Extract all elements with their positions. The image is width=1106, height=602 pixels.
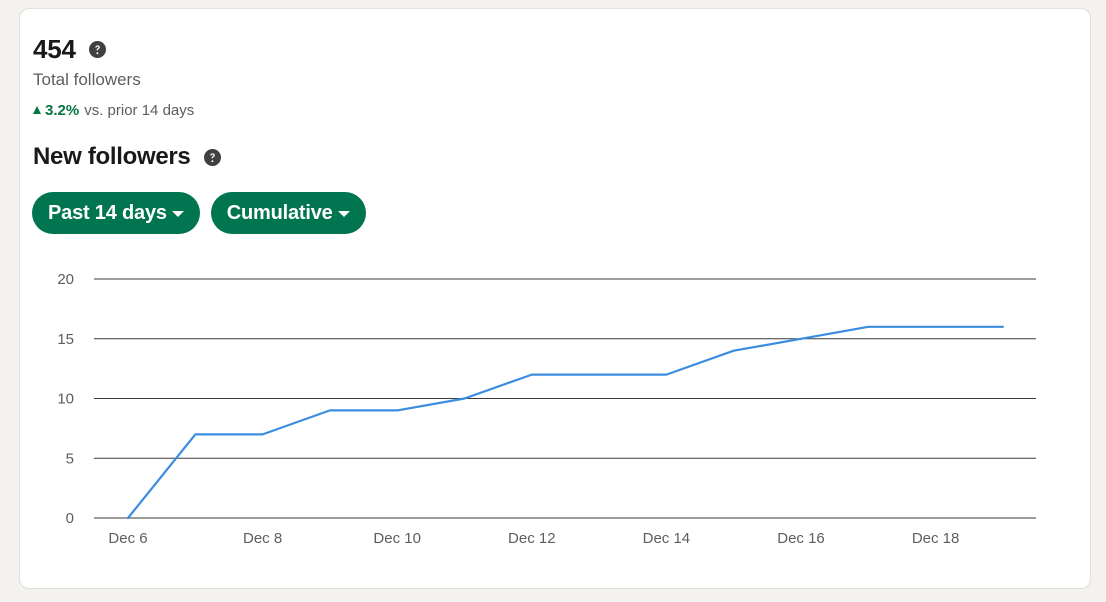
x-tick-label: Dec 6 [108,530,147,547]
metric-mode-dropdown[interactable]: Cumulative [210,192,366,234]
x-tick-label: Dec 16 [777,530,825,547]
y-tick-label: 20 [57,271,74,288]
x-tick-label: Dec 14 [643,530,691,547]
total-followers-label: Total followers [33,70,141,89]
date-range-label: Past 14 days [48,201,167,224]
change-comparison-text: vs. prior 14 days [84,102,195,119]
change-percent: 3.2% [45,102,80,119]
question-circle-icon[interactable] [204,148,222,166]
change-indicator: 3.2% vs. prior 14 days [33,102,194,119]
section-title: New followers [33,143,191,170]
x-tick-label: Dec 12 [508,530,556,547]
caret-down-icon [171,210,184,217]
y-tick-label: 10 [57,391,74,408]
date-range-dropdown[interactable]: Past 14 days [32,192,200,234]
total-followers-header: 454 [33,34,106,65]
question-circle-icon[interactable] [88,41,106,58]
followers-card [19,8,1091,589]
y-tick-label: 15 [57,331,74,348]
x-tick-label: Dec 18 [912,530,960,547]
chart-filters: Past 14 days Cumulative [32,192,377,234]
x-tick-label: Dec 8 [243,530,282,547]
caret-down-icon [337,210,350,217]
y-tick-label: 0 [66,510,74,527]
series-line [126,325,1005,520]
total-followers-value: 454 [33,34,76,64]
y-tick-label: 5 [66,450,74,467]
arrow-up-icon [33,106,41,114]
x-tick-label: Dec 10 [373,530,421,547]
metric-mode-label: Cumulative [226,201,333,224]
new-followers-header: New followers [33,143,222,171]
